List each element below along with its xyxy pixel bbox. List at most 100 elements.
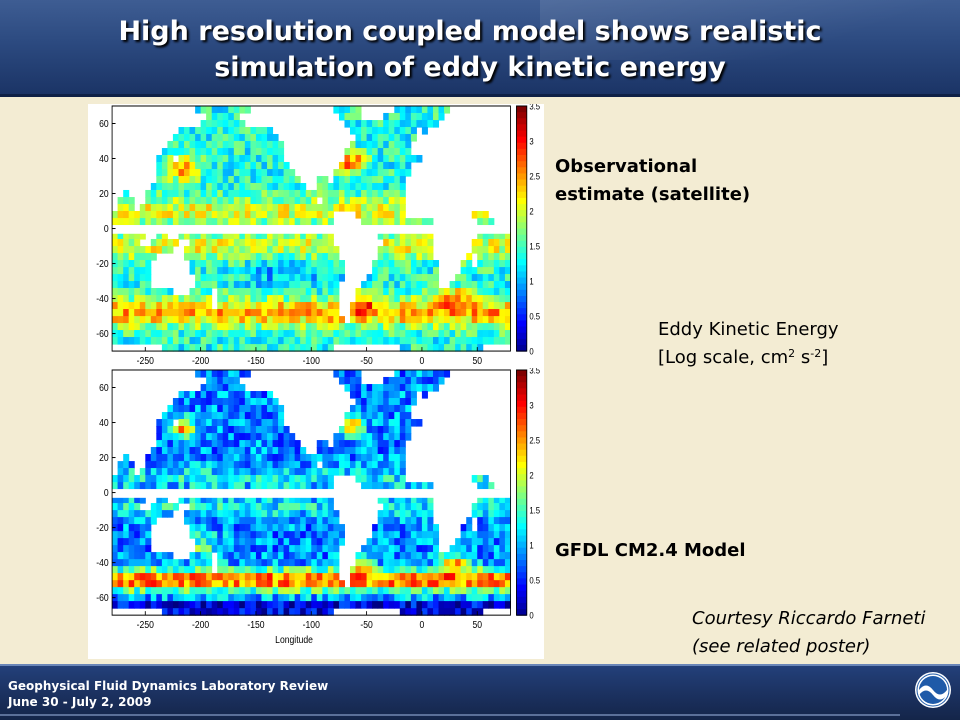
eke-cell <box>278 545 285 553</box>
eke-cell <box>145 475 152 483</box>
eke-cell <box>383 433 390 441</box>
eke-cell <box>195 148 202 156</box>
eke-cell <box>244 253 251 261</box>
eke-cell <box>410 281 417 289</box>
eke-cell <box>272 288 279 296</box>
eke-cell <box>394 210 401 219</box>
eke-cell <box>206 105 213 114</box>
eke-cell <box>278 524 285 532</box>
eke-cell <box>184 337 191 345</box>
eke-cell <box>239 148 246 156</box>
eke-cell <box>499 587 506 595</box>
eke-cell <box>178 316 185 324</box>
eke-cell <box>206 140 213 149</box>
eke-cell <box>178 127 185 135</box>
eke-cell <box>239 302 246 310</box>
eke-cell <box>294 601 301 609</box>
eke-cell <box>233 197 240 205</box>
eke-cell <box>504 316 511 324</box>
eke-cell <box>300 482 307 490</box>
eke-cell <box>377 594 384 602</box>
eke-cell <box>405 105 412 114</box>
eke-cell <box>416 309 423 317</box>
eke-cell <box>300 517 307 525</box>
eke-cell <box>394 316 401 324</box>
eke-cell <box>184 169 191 177</box>
eke-cell <box>217 337 224 345</box>
eke-cell <box>455 288 462 296</box>
eke-cell <box>278 447 285 455</box>
eke-cell <box>372 433 379 441</box>
model-eke-map: 60 40 20 0 -20 -40 -60 -250 -200 -150 -100 -50 0 50 Lo… <box>88 368 544 659</box>
eke-cell <box>128 337 135 345</box>
eke-cell <box>128 503 135 511</box>
eke-cell <box>305 559 312 567</box>
eke-cell <box>388 281 395 289</box>
eke-cell <box>499 594 506 602</box>
eke-cell <box>233 559 240 567</box>
eke-cell <box>250 426 257 434</box>
eke-cell <box>316 344 323 352</box>
eke-cell <box>117 482 124 490</box>
eke-cell <box>195 183 202 191</box>
eke-cell <box>244 337 251 345</box>
eke-cell <box>300 503 307 511</box>
eke-cell <box>361 447 368 455</box>
eke-cell <box>361 120 368 128</box>
eke-cell <box>504 238 511 247</box>
eke-cell <box>217 608 224 616</box>
eke-cell <box>355 120 362 128</box>
eke-cell <box>211 161 218 170</box>
eke-cell <box>383 140 390 149</box>
eke-cell <box>206 246 213 254</box>
eke-cell <box>421 218 428 226</box>
eke-cell <box>244 189 251 198</box>
eke-cell <box>156 169 163 177</box>
eke-cell <box>172 309 179 317</box>
eke-cell <box>399 524 406 532</box>
eke-cell <box>438 344 445 352</box>
eke-cell <box>200 545 207 553</box>
eke-cell <box>128 601 135 609</box>
eke-cell <box>477 580 484 588</box>
eke-cell <box>195 260 202 268</box>
eke-cell <box>206 404 213 413</box>
eke-cell <box>355 376 362 385</box>
eke-cell <box>322 461 329 469</box>
eke-cell <box>255 510 262 518</box>
eke-cell <box>416 369 423 378</box>
eke-cell <box>156 594 163 602</box>
eke-cell <box>272 260 279 268</box>
eke-cell <box>388 337 395 345</box>
eke-cell <box>255 433 262 441</box>
eke-cell <box>410 246 417 254</box>
equatorial-gap <box>112 489 511 498</box>
eke-cell <box>217 538 224 546</box>
eke-cell <box>195 608 202 616</box>
eke-cell <box>449 309 456 317</box>
eke-cell <box>233 545 240 553</box>
eke-cell <box>482 580 489 588</box>
eke-cell <box>200 587 207 595</box>
eke-cell <box>156 246 163 254</box>
eke-cell <box>504 281 511 289</box>
eke-cell <box>211 503 218 511</box>
eke-cell <box>255 475 262 483</box>
eke-cell <box>355 105 362 114</box>
eke-cell <box>300 197 307 205</box>
eke-cell <box>504 552 511 560</box>
eke-cell <box>466 566 473 574</box>
eke-cell <box>383 419 390 427</box>
eke-cell <box>172 573 179 581</box>
eke-cell <box>289 267 296 275</box>
eke-cell <box>355 148 362 156</box>
eke-cell <box>222 510 229 518</box>
eke-cell <box>383 267 390 275</box>
eke-cell <box>211 309 218 317</box>
eke-cell <box>222 246 229 254</box>
eke-cell <box>388 384 395 392</box>
x-tick-label: -100 <box>303 355 320 366</box>
eke-cell <box>289 510 296 518</box>
eke-cell <box>123 454 130 462</box>
